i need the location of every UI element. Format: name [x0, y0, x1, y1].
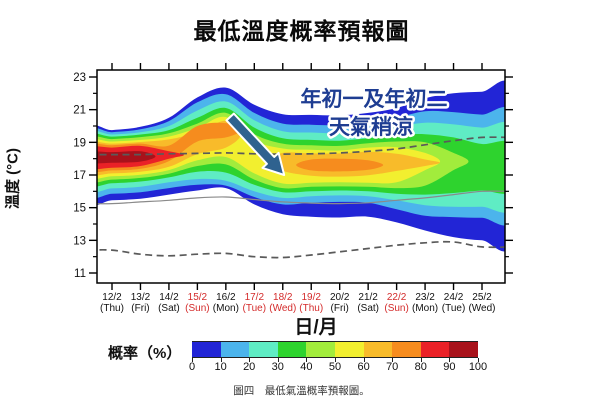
colorbar-tick	[249, 358, 251, 362]
colorbar-tick	[192, 358, 193, 362]
svg-text:21: 21	[73, 105, 86, 117]
colorbar-tick-label: 100	[468, 361, 488, 373]
colorbar-segment-30-40	[277, 342, 307, 357]
svg-text:23: 23	[73, 72, 86, 84]
colorbar-segment-80-90	[420, 342, 450, 357]
contour-70-80	[296, 158, 384, 172]
figure-caption: 圖四 最低氣溫概率預報圖。	[233, 385, 370, 397]
colorbar-tick	[335, 358, 336, 362]
svg-text:15: 15	[73, 203, 86, 215]
colorbar-tick-label: 40	[300, 361, 313, 373]
svg-text:(Sun): (Sun)	[384, 303, 408, 314]
colorbar-tick	[420, 358, 422, 362]
svg-text:(Sat): (Sat)	[158, 303, 180, 314]
colorbar-segment-50-60	[335, 342, 365, 357]
svg-text:22/2: 22/2	[387, 292, 407, 303]
probability-contour-bands	[97, 80, 505, 252]
probability-colorbar	[192, 341, 479, 358]
plot-frame	[96, 69, 506, 284]
cooling-trend-arrow	[225, 112, 286, 176]
lower-reference	[97, 240, 505, 259]
svg-text:18/2: 18/2	[273, 292, 293, 303]
reference-lines	[97, 136, 505, 259]
upper-reference	[97, 136, 505, 156]
colorbar-tick-label: 10	[214, 361, 227, 373]
colorbar-tick-label: 70	[386, 361, 399, 373]
svg-text:24/2: 24/2	[444, 292, 464, 303]
svg-text:11: 11	[74, 268, 86, 280]
chart-title: 最低溫度概率預報圖	[193, 18, 410, 44]
svg-text:15/2: 15/2	[188, 292, 208, 303]
svg-text:17/2: 17/2	[245, 292, 265, 303]
x-axis-label: 日/月	[294, 317, 338, 338]
svg-text:(Fri): (Fri)	[131, 303, 149, 314]
colorbar-tick-label: 60	[357, 361, 370, 373]
svg-text:(Wed): (Wed)	[269, 303, 296, 314]
svg-text:(Tue): (Tue)	[243, 303, 267, 314]
axis-ticks-and-labels: 2321191715131112/2(Thu)13/2(Fri)14/2(Sat…	[73, 63, 513, 314]
colorbar-segment-90-100	[449, 342, 479, 357]
svg-text:13/2: 13/2	[131, 292, 151, 303]
colorbar-tick-label: 0	[188, 361, 196, 373]
colorbar-tick	[277, 358, 279, 362]
colorbar-segment-60-70	[363, 342, 393, 357]
svg-text:19/2: 19/2	[301, 292, 321, 303]
svg-text:(Tue): (Tue)	[442, 303, 466, 314]
colorbar-tick-label: 50	[328, 361, 342, 373]
colorbar-tick-label: 80	[414, 361, 427, 373]
colorbar-segment-40-50	[306, 342, 336, 357]
svg-text:(Fri): (Fri)	[331, 303, 349, 314]
colorbar-segment-0-10	[192, 342, 222, 357]
svg-text:17: 17	[73, 170, 86, 182]
svg-text:(Sun): (Sun)	[185, 303, 209, 314]
arrow-shape	[225, 112, 286, 176]
svg-text:(Mon): (Mon)	[412, 303, 438, 314]
svg-text:(Thu): (Thu)	[100, 303, 124, 314]
colorbar-tick	[220, 358, 222, 362]
svg-text:16/2: 16/2	[216, 292, 236, 303]
colorbar-tick-label: 20	[243, 361, 256, 373]
colorbar-label: 概率（%）	[108, 345, 182, 362]
svg-text:(Sat): (Sat)	[357, 303, 379, 314]
colorbar-tick	[449, 358, 451, 362]
svg-text:21/2: 21/2	[358, 292, 378, 303]
colorbar-tick-label: 90	[443, 361, 456, 373]
svg-text:12/2: 12/2	[102, 292, 122, 303]
svg-text:25/2: 25/2	[472, 292, 492, 303]
colorbar-tick-label: 30	[271, 361, 284, 373]
colorbar-tick	[306, 358, 308, 362]
svg-text:20/2: 20/2	[330, 292, 350, 303]
annotation-line1: 年初一及年初二	[301, 87, 448, 111]
climatological-normal	[97, 190, 505, 205]
svg-text:23/2: 23/2	[415, 292, 435, 303]
colorbar-segment-70-80	[392, 342, 422, 357]
colorbar-segment-10-20	[220, 342, 250, 357]
colorbar-segment-20-30	[249, 342, 279, 357]
colorbar-tick	[392, 358, 394, 362]
annotation-line2: 天氣稍涼	[329, 115, 413, 139]
svg-text:14/2: 14/2	[159, 292, 179, 303]
y-axis-label: 溫度 (°C)	[4, 148, 22, 209]
svg-text:(Thu): (Thu)	[299, 303, 323, 314]
colorbar-tick	[363, 358, 365, 362]
svg-text:19: 19	[73, 137, 86, 149]
colorbar-tick	[478, 358, 479, 362]
svg-text:(Wed): (Wed)	[468, 303, 495, 314]
svg-text:13: 13	[73, 235, 86, 247]
svg-text:(Mon): (Mon)	[213, 303, 239, 314]
